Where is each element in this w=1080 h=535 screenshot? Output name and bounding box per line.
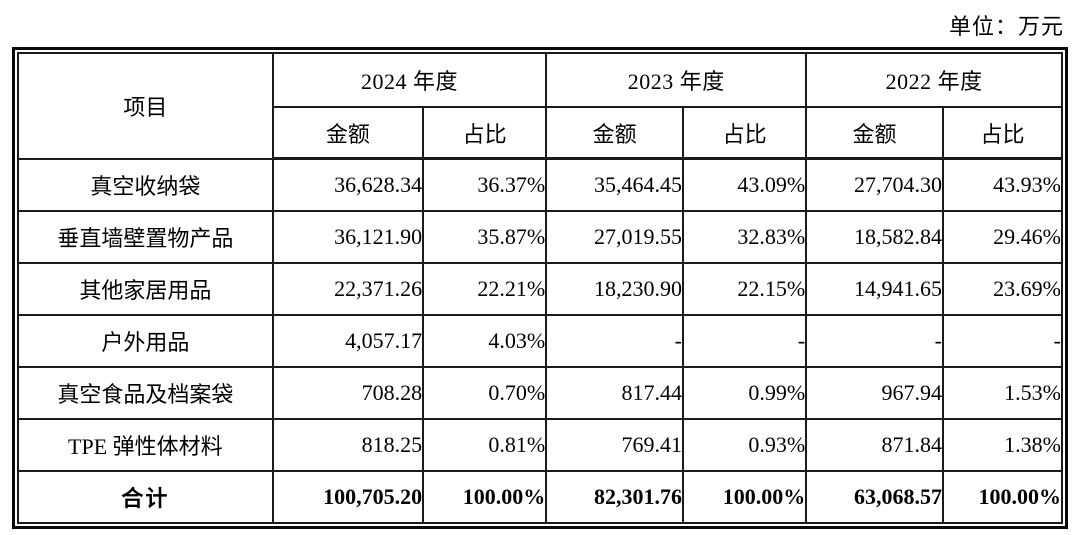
table-row: 垂直墙壁置物产品 36,121.90 35.87% 27,019.55 32.8… — [17, 210, 1064, 264]
header-year-2023: 2023 年度 — [545, 52, 808, 108]
table-frame: 项目 2024 年度 2023 年度 2022 年度 金额 占比 金额 占比 金… — [12, 47, 1068, 529]
total-row: 合计 100,705.20 100.00% 82,301.76 100.00% … — [17, 470, 1064, 524]
amount-2022-cell: 27,704.30 — [805, 157, 944, 212]
share-2022-cell: 1.53% — [941, 366, 1064, 420]
amount-2024-cell: 22,371.26 — [271, 262, 425, 316]
table-row: 真空食品及档案袋 708.28 0.70% 817.44 0.99% 967.9… — [17, 366, 1064, 420]
amount-2023-cell: 18,230.90 — [545, 262, 684, 316]
table-body: 真空收纳袋 36,628.34 36.37% 35,464.45 43.09% … — [17, 157, 1064, 524]
share-2024-cell: 0.81% — [422, 418, 548, 472]
header-year-2022: 2022 年度 — [805, 52, 1063, 108]
total-label: 合计 — [17, 470, 274, 524]
row-label: 户外用品 — [17, 314, 274, 368]
table-row: 真空收纳袋 36,628.34 36.37% 35,464.45 43.09% … — [17, 157, 1064, 212]
amount-2024-cell: 36,628.34 — [271, 157, 425, 212]
amount-2022-cell: 967.94 — [805, 366, 944, 420]
amount-2023-cell: 817.44 — [545, 366, 684, 420]
header-share-2024: 占比 — [422, 106, 548, 160]
amount-2023-cell: 35,464.45 — [545, 157, 684, 212]
amount-2022-cell: 18,582.84 — [805, 210, 944, 264]
total-amount-2023-cell: 82,301.76 — [545, 470, 684, 524]
row-label: 真空食品及档案袋 — [17, 366, 274, 420]
amount-2022-cell: - — [805, 314, 944, 368]
header-row-years: 项目 2024 年度 2023 年度 2022 年度 — [17, 52, 1063, 160]
header-amount-2024: 金额 — [271, 106, 425, 160]
header-year-2024: 2024 年度 — [271, 52, 548, 108]
share-2022-cell: 23.69% — [941, 262, 1064, 316]
amount-2022-cell: 871.84 — [805, 418, 944, 472]
share-2023-cell: 32.83% — [681, 210, 808, 264]
share-2024-cell: 22.21% — [422, 262, 548, 316]
share-2023-cell: 43.09% — [681, 157, 808, 212]
table-row: 其他家居用品 22,371.26 22.21% 18,230.90 22.15%… — [17, 262, 1064, 316]
amount-2024-cell: 36,121.90 — [271, 210, 425, 264]
amount-2024-cell: 708.28 — [271, 366, 425, 420]
total-amount-2024-cell: 100,705.20 — [271, 470, 425, 524]
share-2024-cell: 4.03% — [422, 314, 548, 368]
amount-2024-cell: 4,057.17 — [271, 314, 425, 368]
header-share-2022: 占比 — [941, 106, 1064, 160]
share-2024-cell: 35.87% — [422, 210, 548, 264]
table-row: TPE 弹性体材料 818.25 0.81% 769.41 0.93% 871.… — [17, 418, 1064, 472]
share-2024-cell: 0.70% — [422, 366, 548, 420]
row-label: 真空收纳袋 — [17, 157, 274, 212]
amount-2023-cell: 27,019.55 — [545, 210, 684, 264]
share-2024-cell: 36.37% — [422, 157, 548, 212]
header-row-subcolumns: 金额 占比 金额 占比 金额 占比 — [18, 106, 1064, 160]
share-2022-cell: 43.93% — [941, 157, 1064, 212]
amount-2022-cell: 14,941.65 — [805, 262, 944, 316]
row-label: 其他家居用品 — [17, 262, 274, 316]
amount-2023-cell: - — [545, 314, 684, 368]
amount-2024-cell: 818.25 — [271, 418, 425, 472]
total-share-2023-cell: 100.00% — [681, 470, 808, 524]
header-share-2023: 占比 — [681, 106, 808, 160]
revenue-by-product-table: 项目 2024 年度 2023 年度 2022 年度 金额 占比 金额 占比 金… — [17, 52, 1064, 524]
header-amount-2022: 金额 — [805, 106, 944, 160]
total-share-2022-cell: 100.00% — [941, 470, 1064, 524]
amount-2023-cell: 769.41 — [545, 418, 684, 472]
share-2023-cell: 22.15% — [681, 262, 808, 316]
share-2022-cell: 1.38% — [941, 418, 1064, 472]
row-label: TPE 弹性体材料 — [17, 418, 274, 472]
table-row: 户外用品 4,057.17 4.03% - - - - — [17, 314, 1064, 368]
header-amount-2023: 金额 — [545, 106, 684, 160]
total-share-2024-cell: 100.00% — [422, 470, 548, 524]
table-header: 项目 2024 年度 2023 年度 2022 年度 金额 占比 金额 占比 金… — [17, 52, 1064, 160]
total-amount-2022-cell: 63,068.57 — [805, 470, 944, 524]
unit-label: 单位：万元 — [948, 14, 1064, 39]
share-2022-cell: - — [941, 314, 1064, 368]
share-2023-cell: 0.99% — [681, 366, 808, 420]
share-2023-cell: - — [681, 314, 808, 368]
header-item: 项目 — [17, 52, 274, 160]
share-2022-cell: 29.46% — [941, 210, 1064, 264]
share-2023-cell: 0.93% — [681, 418, 808, 472]
row-label: 垂直墙壁置物产品 — [17, 210, 274, 264]
